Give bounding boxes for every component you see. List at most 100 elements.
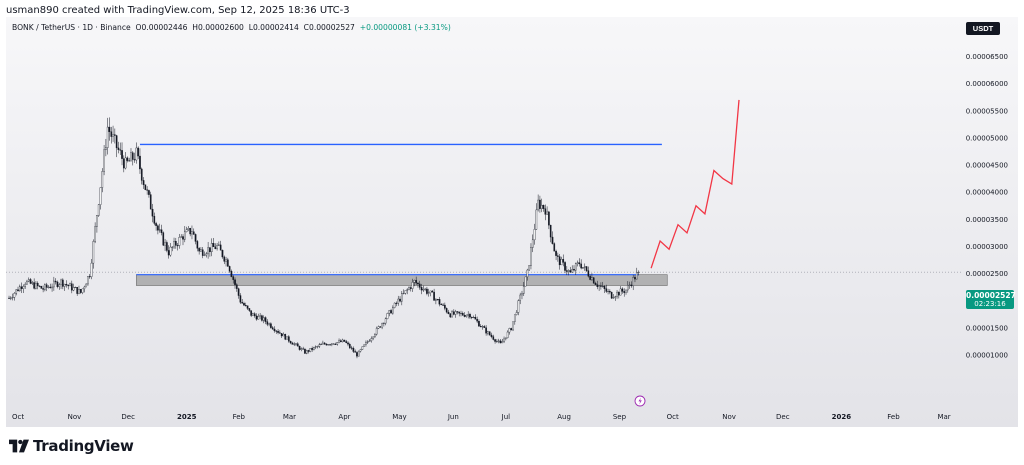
candle-body xyxy=(20,286,23,289)
candle-body xyxy=(45,284,48,288)
candle-body xyxy=(592,277,595,284)
candle-body xyxy=(557,255,559,257)
candle-body xyxy=(189,228,192,235)
candle-body xyxy=(560,259,563,266)
candle-body xyxy=(94,226,96,242)
symbol-header[interactable]: BONK / TetherUS · 1D · Binance O0.000024… xyxy=(12,23,451,32)
candle-body xyxy=(194,234,197,242)
candle-body xyxy=(40,286,43,289)
candle-body xyxy=(576,262,579,264)
time-tick-label: Oct xyxy=(667,413,679,421)
candle-body xyxy=(307,350,310,352)
candle-body xyxy=(101,171,104,188)
candle-body xyxy=(537,199,539,211)
candle-body xyxy=(182,236,184,240)
candle-body xyxy=(10,297,12,299)
currency-badge[interactable]: USDT xyxy=(966,22,1000,35)
candle-body xyxy=(469,314,471,318)
candle-body xyxy=(332,343,335,345)
candle-body xyxy=(60,279,62,285)
candle-body xyxy=(530,247,532,266)
candle-body xyxy=(275,330,278,332)
candle-body xyxy=(196,241,199,249)
candle-body xyxy=(69,283,71,287)
candle-body xyxy=(237,288,240,296)
last-price-tag: 0.00002527 02:23:16 xyxy=(966,290,1016,309)
candle-body xyxy=(15,289,18,294)
candle-body xyxy=(228,266,231,272)
candle-body xyxy=(160,229,163,233)
candle-body xyxy=(406,289,409,291)
candle-body xyxy=(506,331,509,339)
candle-body xyxy=(356,352,358,357)
candle-body xyxy=(594,282,597,285)
candle-body xyxy=(474,317,477,320)
time-tick-label: Dec xyxy=(121,413,135,421)
candle-body xyxy=(216,245,218,250)
low-value: 0.00002414 xyxy=(252,23,299,32)
candle-body xyxy=(347,342,349,345)
candle-body xyxy=(445,308,448,313)
candle-body xyxy=(628,284,631,286)
price-tick-label: 0.00005000 xyxy=(966,134,1008,142)
candle-body xyxy=(17,289,19,292)
brand-name: TradingView xyxy=(33,437,134,455)
candle-body xyxy=(18,286,21,292)
candle-body xyxy=(144,184,147,190)
price-axis[interactable]: 0.000010000.000015000.000020000.00002500… xyxy=(966,53,1008,360)
candle-body xyxy=(402,293,405,294)
candle-body xyxy=(535,209,538,230)
candle-body xyxy=(230,271,233,277)
candle-body xyxy=(461,313,464,316)
candle-body xyxy=(460,313,462,315)
time-tick-label: Mar xyxy=(937,413,950,421)
candle-body xyxy=(126,157,129,161)
tradingview-logo[interactable]: TradingView xyxy=(9,437,134,455)
candle-body xyxy=(119,149,122,151)
candle-body xyxy=(243,303,245,306)
projection-path[interactable] xyxy=(650,99,740,269)
candle-body xyxy=(366,341,369,343)
last-price-value: 0.00002527 xyxy=(966,291,1016,300)
candle-body xyxy=(291,342,294,345)
candle-body xyxy=(472,317,475,319)
time-axis[interactable]: Oct Nov Dec 2025 Feb Mar Apr May Jun Jul Aug Sep Oct… xyxy=(12,413,951,421)
candle-body xyxy=(637,271,640,273)
candle-body xyxy=(282,333,285,337)
candle-body xyxy=(128,160,131,162)
candle-body xyxy=(219,244,222,251)
candle-body xyxy=(429,290,432,293)
candle-body xyxy=(87,276,89,285)
candle-body xyxy=(261,315,263,321)
price-tick-label: 0.00005500 xyxy=(966,107,1008,115)
time-tick-label: Apr xyxy=(338,413,350,421)
candle-body xyxy=(296,343,299,347)
chart-frame[interactable] xyxy=(6,17,1018,427)
candle-body xyxy=(438,299,441,305)
candle-body xyxy=(350,347,353,349)
candle-body xyxy=(585,266,588,271)
candle-body xyxy=(157,225,159,231)
candle-body xyxy=(512,321,514,331)
candle-body xyxy=(151,208,154,217)
candle-body xyxy=(562,259,565,263)
candle-body xyxy=(619,288,622,296)
candle-body xyxy=(235,284,238,289)
candle-body xyxy=(596,284,599,287)
candle-body xyxy=(166,242,168,251)
candle-body xyxy=(440,304,443,306)
candle-body xyxy=(553,243,556,252)
candle-body xyxy=(35,282,37,289)
candle-body xyxy=(121,150,123,159)
candle-body xyxy=(244,305,247,307)
candle-body xyxy=(476,319,478,322)
candle-body xyxy=(313,347,315,350)
candle-body xyxy=(225,259,227,262)
candle-body xyxy=(546,211,548,215)
candle-body xyxy=(404,290,407,294)
time-tick-label: Nov xyxy=(722,413,736,421)
lightning-icon[interactable] xyxy=(634,395,646,407)
candle-body xyxy=(533,228,536,241)
candle-body xyxy=(295,343,297,345)
